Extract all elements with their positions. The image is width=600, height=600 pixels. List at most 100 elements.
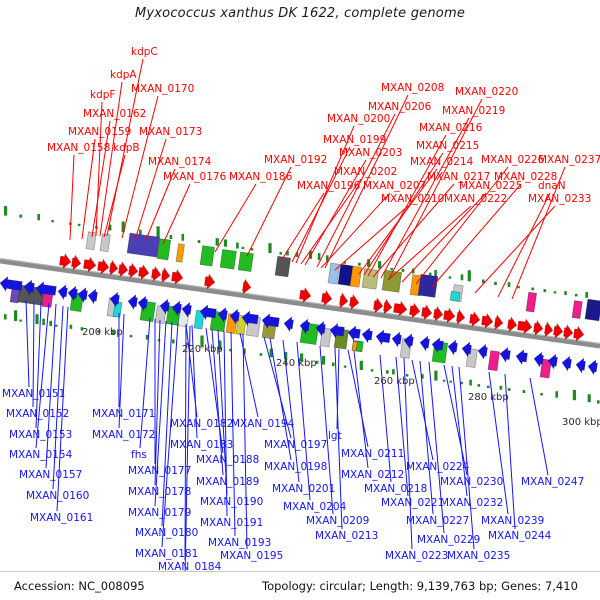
gene-label[interactable]: MXAN_0230 (440, 476, 504, 488)
feature-box[interactable] (199, 245, 216, 267)
reverse-gene-arrow[interactable] (261, 313, 280, 330)
gene-label[interactable]: MXAN_0204 (283, 501, 347, 513)
forward-gene-arrow[interactable] (456, 308, 466, 325)
feature-box[interactable] (525, 291, 538, 313)
gene-label[interactable]: lgt (328, 430, 342, 442)
feature-box[interactable] (193, 309, 205, 330)
gene-label[interactable]: MXAN_0213 (315, 530, 379, 542)
forward-gene-arrow[interactable] (494, 314, 504, 331)
gene-label[interactable]: MXAN_0214 (410, 156, 474, 168)
forward-gene-arrow[interactable] (83, 256, 97, 273)
forward-gene-arrow[interactable] (421, 304, 433, 321)
reverse-gene-arrow[interactable] (159, 298, 170, 315)
gene-label[interactable]: MXAN_0162 (83, 108, 147, 120)
gene-label[interactable]: MXAN_0209 (306, 515, 370, 527)
gene-label[interactable]: MXAN_0200 (327, 113, 391, 125)
gene-label[interactable]: kdpB (113, 142, 140, 154)
gene-label[interactable]: MXAN_0206 (368, 101, 432, 113)
reverse-gene-arrow[interactable] (229, 308, 240, 325)
reverse-gene-arrow[interactable] (375, 329, 391, 346)
reverse-gene-arrow[interactable] (587, 359, 598, 376)
reverse-gene-arrow[interactable] (329, 322, 345, 339)
forward-gene-arrow[interactable] (71, 254, 82, 271)
feature-box[interactable] (539, 358, 552, 379)
reverse-gene-arrow[interactable] (241, 310, 259, 327)
gene-label[interactable]: MXAN_0195 (220, 550, 284, 562)
gene-label[interactable]: MXAN_0159 (68, 126, 132, 138)
gene-label[interactable]: MXAN_0193 (208, 537, 272, 549)
gene-label[interactable]: MXAN_0228 (494, 171, 558, 183)
reverse-gene-arrow[interactable] (575, 357, 586, 374)
forward-gene-arrow[interactable] (373, 297, 384, 314)
reverse-gene-arrow[interactable] (391, 331, 402, 348)
gene-label[interactable]: MXAN_0184 (158, 561, 222, 573)
reverse-gene-arrow[interactable] (533, 351, 544, 368)
forward-gene-arrow[interactable] (97, 258, 110, 275)
reverse-gene-arrow[interactable] (419, 335, 430, 352)
gene-label[interactable]: MXAN_0216 (419, 122, 483, 134)
reverse-gene-arrow[interactable] (403, 333, 414, 350)
reverse-gene-arrow[interactable] (299, 318, 310, 335)
reverse-gene-arrow[interactable] (315, 320, 326, 337)
forward-gene-arrow[interactable] (517, 318, 533, 335)
gene-label[interactable]: MXAN_0237 (538, 154, 600, 166)
gene-label[interactable]: MXAN_0152 (6, 408, 70, 420)
gene-label[interactable]: MXAN_0186 (229, 171, 293, 183)
forward-gene-arrow[interactable] (563, 324, 574, 341)
forward-gene-arrow[interactable] (553, 322, 564, 339)
forward-gene-arrow[interactable] (507, 316, 518, 333)
feature-box[interactable] (274, 255, 291, 278)
gene-label[interactable]: dnaN (538, 180, 566, 192)
feature-box[interactable] (584, 298, 600, 322)
reverse-gene-arrow[interactable] (347, 325, 361, 342)
gene-label[interactable]: MXAN_0182 (170, 418, 234, 430)
forward-gene-arrow[interactable] (109, 259, 119, 276)
forward-gene-arrow[interactable] (59, 252, 72, 270)
gene-label[interactable]: MXAN_0222 (444, 193, 508, 205)
feature-box[interactable] (85, 231, 97, 251)
feature-box[interactable] (337, 263, 354, 287)
reverse-gene-arrow[interactable] (217, 306, 228, 323)
gene-label[interactable]: MXAN_0176 (163, 171, 227, 183)
gene-label[interactable]: MXAN_0160 (26, 490, 90, 502)
feature-box[interactable] (355, 340, 364, 353)
feature-box[interactable] (449, 290, 461, 302)
gene-label[interactable]: MXAN_0239 (481, 515, 545, 527)
reverse-gene-arrow[interactable] (283, 316, 294, 333)
gene-label[interactable]: MXAN_0210 (381, 193, 445, 205)
forward-gene-arrow[interactable] (242, 278, 252, 295)
gene-label[interactable]: MXAN_0170 (131, 83, 195, 95)
gene-label[interactable]: MXAN_0227 (406, 515, 470, 527)
forward-gene-arrow[interactable] (321, 289, 333, 307)
gene-label[interactable]: MXAN_0198 (264, 461, 328, 473)
forward-gene-arrow[interactable] (469, 310, 481, 328)
gene-label[interactable]: kdpA (110, 69, 137, 81)
gene-label[interactable]: MXAN_0235 (447, 550, 511, 562)
forward-gene-arrow[interactable] (161, 266, 171, 284)
forward-gene-arrow[interactable] (349, 293, 360, 310)
feature-box[interactable] (417, 273, 439, 298)
gene-label[interactable]: MXAN_0219 (442, 105, 506, 117)
gene-label[interactable]: MXAN_0190 (200, 496, 264, 508)
gene-label[interactable]: MXAN_0183 (170, 439, 234, 451)
forward-gene-arrow[interactable] (138, 264, 150, 281)
gene-label[interactable]: MXAN_0199 (323, 134, 387, 146)
forward-gene-arrow[interactable] (151, 265, 162, 282)
reverse-gene-arrow[interactable] (431, 337, 444, 354)
gene-label[interactable]: MXAN_0180 (135, 527, 199, 539)
reverse-gene-arrow[interactable] (67, 285, 78, 302)
reverse-strand-genes[interactable] (0, 275, 598, 376)
reverse-gene-arrow[interactable] (461, 341, 472, 358)
gene-label[interactable]: MXAN_0173 (139, 126, 203, 138)
gene-label[interactable]: MXAN_0224 (406, 461, 470, 473)
gene-label[interactable]: MXAN_0171 (92, 408, 156, 420)
gene-label[interactable]: MXAN_0232 (440, 497, 504, 509)
gene-label[interactable]: MXAN_0161 (30, 512, 94, 524)
gene-label[interactable]: MXAN_0188 (196, 454, 260, 466)
gene-label[interactable]: MXAN_0247 (521, 476, 585, 488)
gene-label[interactable]: MXAN_0233 (528, 193, 592, 205)
reverse-gene-arrow[interactable] (77, 287, 88, 304)
feature-box[interactable] (237, 251, 254, 273)
gene-label[interactable]: MXAN_0151 (2, 388, 66, 400)
reverse-gene-arrow[interactable] (35, 281, 57, 299)
